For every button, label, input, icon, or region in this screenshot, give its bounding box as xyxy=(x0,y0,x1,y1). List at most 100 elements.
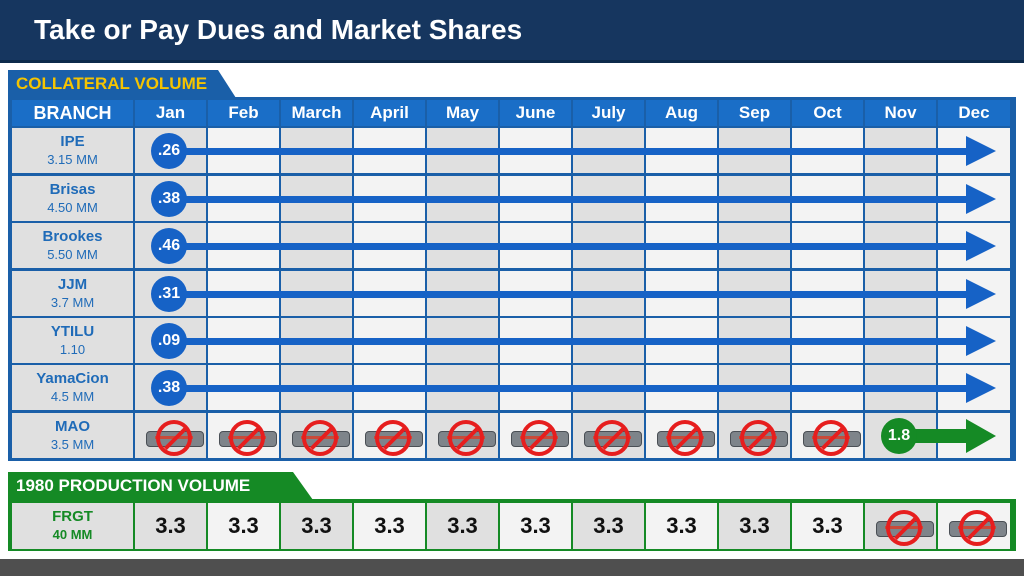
arrow-shaft xyxy=(172,147,968,155)
branch-name: IPE xyxy=(60,133,85,150)
production-month-cell xyxy=(573,503,644,549)
branch-name-cell: JJM 3.7 MM xyxy=(12,271,133,316)
branch-volume: 3.15 MM xyxy=(47,152,98,167)
column-header-month: Jan xyxy=(135,100,206,126)
no-locomotive-icon xyxy=(653,419,715,456)
branch-name: JJM xyxy=(57,276,88,293)
column-header-month: March xyxy=(281,100,352,126)
branch-cell xyxy=(12,413,133,458)
arrow-right-icon xyxy=(966,135,996,166)
branch-cell xyxy=(12,223,133,268)
no-locomotive-icon xyxy=(507,419,569,456)
no-locomotive-icon xyxy=(434,419,496,456)
arrow-right-icon xyxy=(966,230,996,261)
column-header-month: July xyxy=(573,100,644,126)
rate-badge-green: 1.8 xyxy=(881,417,917,454)
column-header-month: Aug xyxy=(646,100,717,126)
production-value: 3.3 xyxy=(228,513,259,538)
column-header-month: April xyxy=(354,100,425,126)
arrow-shaft xyxy=(172,337,968,345)
production-value: 3.3 xyxy=(739,513,770,538)
rate-badge: .38 xyxy=(151,369,187,406)
arrow-shaft xyxy=(172,195,968,203)
branch-name-cell: MAO 3.5 MM xyxy=(12,413,133,458)
production-value: 3.3 xyxy=(666,513,697,538)
production-value: 3.3 xyxy=(812,513,843,538)
production-volume-label: 1980 PRODUCTION VOLUME xyxy=(8,472,313,500)
production-month-cell xyxy=(135,503,206,549)
production-month-cell xyxy=(208,503,279,549)
arrow-right-icon xyxy=(966,418,996,453)
rate-badge: .31 xyxy=(151,275,187,312)
arrow-shaft xyxy=(172,242,968,250)
branch-volume: 3.5 MM xyxy=(50,437,95,452)
column-header-month: Sep xyxy=(719,100,790,126)
column-header-month: Dec xyxy=(938,100,1010,126)
production-month-cell xyxy=(500,503,571,549)
branch-volume: 4.5 MM xyxy=(50,389,95,404)
branch-name: YTILU xyxy=(50,323,95,340)
arrow-right-icon xyxy=(966,183,996,214)
column-header-month: May xyxy=(427,100,498,126)
rate-badge: .38 xyxy=(151,180,187,217)
no-locomotive-icon xyxy=(215,419,277,456)
branch-name-cell: IPE 3.15 MM xyxy=(12,128,133,173)
production-month-cell xyxy=(354,503,425,549)
branch-volume: 4.50 MM xyxy=(47,200,98,215)
arrow-right-icon xyxy=(966,278,996,309)
production-value: 3.3 xyxy=(374,513,405,538)
production-value: 3.3 xyxy=(301,513,332,538)
branch-cell xyxy=(12,176,133,221)
column-header-month: Nov xyxy=(865,100,936,126)
no-locomotive-icon xyxy=(799,419,861,456)
footer-bar xyxy=(0,559,1024,576)
production-branch-volume: 40 MM xyxy=(52,527,93,542)
no-locomotive-icon xyxy=(945,510,1007,546)
rate-badge: .46 xyxy=(151,227,187,264)
column-header-branch: BRANCH xyxy=(12,100,133,126)
no-locomotive-icon xyxy=(580,419,642,456)
branch-cell xyxy=(12,271,133,316)
no-locomotive-icon xyxy=(142,419,204,456)
no-locomotive-icon xyxy=(361,419,423,456)
production-name-cell xyxy=(12,503,133,549)
branch-volume: 3.7 MM xyxy=(50,295,95,310)
rate-badge: .09 xyxy=(151,322,187,359)
title-bar: Take or Pay Dues and Market Shares xyxy=(0,0,1024,63)
page-title: Take or Pay Dues and Market Shares xyxy=(34,14,523,45)
branch-volume: 5.50 MM xyxy=(47,247,98,262)
production-value: 3.3 xyxy=(593,513,624,538)
no-locomotive-icon xyxy=(726,419,788,456)
arrow-shaft xyxy=(172,290,968,298)
production-month-cell xyxy=(281,503,352,549)
rate-badge: .26 xyxy=(151,132,187,169)
production-branch: FRGT 40 MM xyxy=(12,503,133,549)
branch-name-cell: Brookes 5.50 MM xyxy=(12,223,133,268)
branch-name: Brisas xyxy=(49,181,96,198)
no-locomotive-icon xyxy=(288,419,350,456)
production-month-cell xyxy=(792,503,863,549)
branch-name-cell: YTILU 1.10 xyxy=(12,318,133,363)
branch-cell xyxy=(12,128,133,173)
arrow-right-icon xyxy=(966,372,996,403)
production-month-cell xyxy=(427,503,498,549)
production-value: 3.3 xyxy=(155,513,186,538)
arrow-shaft xyxy=(172,384,968,392)
production-value: 3.3 xyxy=(447,513,478,538)
column-header-month: June xyxy=(500,100,571,126)
branch-cell xyxy=(12,318,133,363)
branch-name: MAO xyxy=(55,418,90,435)
collateral-volume-label: COLLATERAL VOLUME xyxy=(8,70,236,98)
branch-name: Brookes xyxy=(42,228,103,245)
arrow-shaft-green xyxy=(905,428,970,443)
arrow-right-icon xyxy=(966,325,996,356)
branch-volume: 1.10 xyxy=(59,342,86,357)
production-branch-name: FRGT xyxy=(52,508,93,525)
column-header-month: Feb xyxy=(208,100,279,126)
production-month-cell xyxy=(646,503,717,549)
production-value: 3.3 xyxy=(520,513,551,538)
no-locomotive-icon xyxy=(872,510,934,546)
branch-cell xyxy=(12,365,133,410)
production-month-cell xyxy=(719,503,790,549)
branch-name-cell: Brisas 4.50 MM xyxy=(12,176,133,221)
